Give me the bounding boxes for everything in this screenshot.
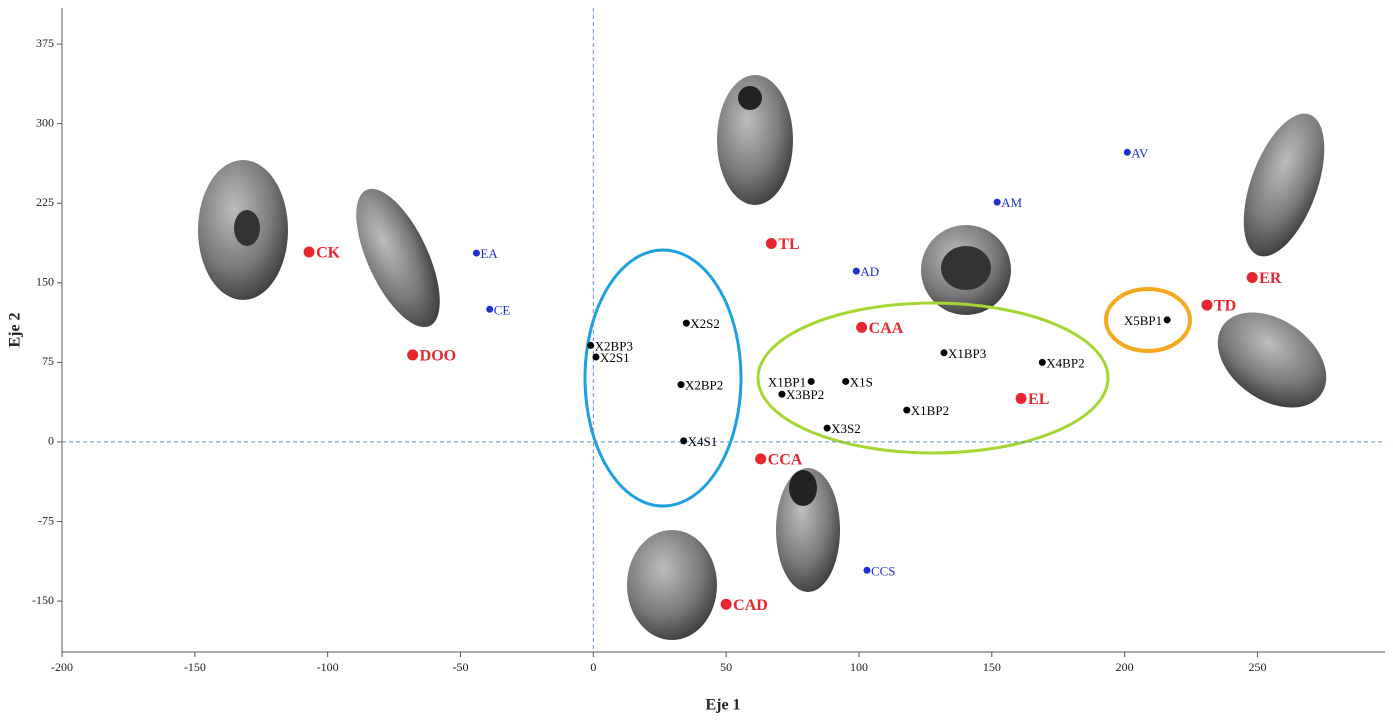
x-tick-label: 100 [850, 660, 868, 674]
point-label: X4S1 [688, 434, 718, 449]
point-label: CE [494, 302, 511, 317]
x-tick-label: 200 [1116, 660, 1134, 674]
x-tick-label: -100 [317, 660, 339, 674]
group-ellipse [583, 248, 743, 508]
y-tick-label: 300 [36, 115, 54, 129]
point [592, 353, 600, 361]
point-label: X2S1 [600, 350, 630, 365]
micrograph [1217, 312, 1327, 408]
point-label: CCS [871, 563, 896, 578]
point [587, 341, 595, 349]
point [1201, 299, 1213, 311]
point-label: CAD [733, 597, 768, 614]
y-tick-label: 225 [36, 195, 54, 209]
group-ellipses [583, 248, 1192, 508]
point [1163, 316, 1171, 324]
micrograph [234, 210, 260, 246]
point-label: CK [316, 245, 341, 262]
y-tick-label: 150 [36, 275, 54, 289]
point-label: X1S [850, 374, 873, 389]
micrograph [356, 188, 440, 328]
point-label: X3BP2 [786, 387, 824, 402]
point-label: DOO [420, 348, 456, 365]
point [1123, 148, 1131, 156]
x-tick-label: 50 [720, 660, 732, 674]
point-label: EL [1028, 391, 1049, 408]
y-axis-title: Eje 2 [7, 312, 24, 347]
point-label: AV [1131, 145, 1149, 160]
point-label: X2BP3 [595, 338, 633, 353]
y-tick-label: -150 [32, 593, 54, 607]
point-label: TD [1214, 298, 1236, 315]
point [940, 349, 948, 357]
point [852, 267, 860, 275]
x-tick-label: 250 [1248, 660, 1266, 674]
micrograph [789, 470, 817, 506]
point [677, 381, 685, 389]
point [993, 198, 1001, 206]
point-label: X5BP1 [1124, 313, 1162, 328]
point [407, 349, 419, 361]
x-tick-label: 150 [983, 660, 1001, 674]
point [680, 437, 688, 445]
point-label: X1BP2 [911, 403, 949, 418]
point [1015, 392, 1027, 404]
x-axis-title: Eje 1 [705, 697, 740, 714]
point-label: X4BP2 [1046, 355, 1084, 370]
point-label: ER [1259, 270, 1282, 287]
x-tick-label: -150 [184, 660, 206, 674]
micrograph [717, 75, 793, 205]
point [1038, 358, 1046, 366]
point-label: EA [480, 246, 498, 261]
group-ellipse [1104, 287, 1192, 353]
point [486, 305, 494, 313]
point [823, 424, 831, 432]
point-label: CAA [869, 320, 904, 337]
micrograph [738, 86, 762, 110]
micrograph [627, 530, 717, 640]
micrographs [198, 75, 1327, 640]
y-tick-label: -75 [38, 513, 54, 527]
y-tick-label: 75 [42, 354, 54, 368]
point [842, 377, 850, 385]
point [863, 566, 871, 574]
point-label: X2S2 [690, 316, 720, 331]
y-tick-label: 0 [48, 434, 54, 448]
point [682, 319, 690, 327]
point [765, 238, 777, 250]
point [720, 598, 732, 610]
y-tick-label: 375 [36, 36, 54, 50]
point-label: CCA [768, 452, 803, 469]
point [807, 377, 815, 385]
point [856, 321, 868, 333]
micrograph [1243, 113, 1325, 257]
point [903, 406, 911, 414]
x-tick-label: -50 [452, 660, 468, 674]
point-label: AM [1001, 195, 1022, 210]
x-tick-label: 0 [590, 660, 596, 674]
point-label: X1BP3 [948, 346, 986, 361]
point [303, 246, 315, 258]
micrograph [941, 246, 991, 290]
x-tick-label: -200 [51, 660, 73, 674]
point-label: TL [778, 236, 799, 253]
point-label: X2BP2 [685, 378, 723, 393]
point [1246, 271, 1258, 283]
point [755, 453, 767, 465]
point-label: AD [860, 264, 879, 279]
group-ellipse [756, 301, 1110, 455]
point-label: X1BP1 [768, 374, 806, 389]
point [778, 390, 786, 398]
point [472, 249, 480, 257]
point-label: X3S2 [831, 421, 861, 436]
